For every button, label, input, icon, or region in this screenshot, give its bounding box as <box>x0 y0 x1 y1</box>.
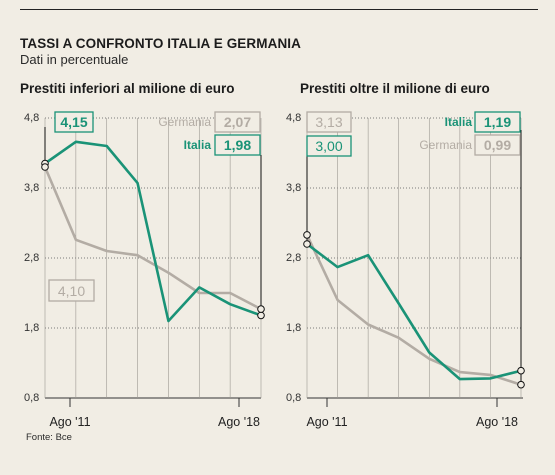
c0-endpoint-marker <box>257 311 265 320</box>
c0-endpoint-marker <box>41 163 49 171</box>
source-note: Fonte: Bce <box>26 432 72 443</box>
c1-germania-end-name: Germania <box>419 138 472 152</box>
c0-germania-start-label: 4,10 <box>58 283 85 299</box>
c1-germania-start-label-box <box>306 111 352 133</box>
c1-series-italia <box>306 242 522 381</box>
c1-italia-start-label-box <box>306 135 352 157</box>
c1-endpoint-marker <box>303 240 311 248</box>
c1-x-tick-label: Ago '18 <box>476 415 518 429</box>
chart-subtitle: Dati in percentuale <box>20 52 129 67</box>
c1-y-tick-label: 3,8 <box>286 182 301 194</box>
c0-germania-start-label-box <box>48 279 95 302</box>
c0-germania-end-name: Germania <box>158 115 211 129</box>
c1-germania-start-label: 3,13 <box>315 114 342 130</box>
c0-italia-end-label: 1,98 <box>224 137 251 153</box>
c0-italia-end-name: Italia <box>184 138 212 152</box>
c0-germania-end-label-box <box>214 111 261 133</box>
c1-italia-end-label: 1,19 <box>484 114 511 130</box>
c0-y-tick-label: 0,8 <box>24 392 39 404</box>
c0-y-tick-label: 2,8 <box>24 252 39 264</box>
c1-y-tick-label: 0,8 <box>286 392 301 404</box>
c1-germania-end-label: 0,99 <box>484 137 511 153</box>
c0-y-tick-label: 4,8 <box>24 112 39 124</box>
c1-endpoint-marker <box>517 366 525 375</box>
c0-series-italia <box>44 140 262 323</box>
c0-y-tick-label: 1,8 <box>24 322 39 334</box>
c1-y-tick-label: 4,8 <box>286 112 301 124</box>
c0-italia-start-label-box <box>54 111 94 133</box>
c0-endpoint-marker <box>257 305 265 313</box>
top-rule <box>20 9 538 10</box>
c0-x-tick-label: Ago '11 <box>49 415 90 429</box>
c0-y-tick-label: 3,8 <box>24 182 39 194</box>
c0-series-germania <box>43 166 262 311</box>
c0-italia-end-label-box <box>214 134 261 156</box>
c1-italia-end-label-box <box>474 111 521 133</box>
panel-title-right: Prestiti oltre il milione di euro <box>300 81 490 96</box>
c1-endpoint-marker <box>303 231 311 239</box>
chart-title: TASSI A CONFRONTO ITALIA E GERMANIA <box>20 36 301 51</box>
c1-y-tick-label: 2,8 <box>286 252 301 264</box>
c1-italia-end-name: Italia <box>445 115 473 129</box>
c0-germania-end-label: 2,07 <box>224 114 251 130</box>
panel-title-left: Prestiti inferiori al milione di euro <box>20 81 235 96</box>
c1-x-tick-label: Ago '11 <box>306 415 347 429</box>
c0-x-tick-label: Ago '18 <box>218 415 260 429</box>
c1-series-germania <box>305 234 522 386</box>
c1-endpoint-marker <box>517 380 525 389</box>
c0-italia-start-label: 4,15 <box>60 114 87 130</box>
c1-italia-start-label: 3,00 <box>315 138 342 154</box>
c1-germania-end-label-box <box>474 134 521 156</box>
c1-y-tick-label: 1,8 <box>286 322 301 334</box>
